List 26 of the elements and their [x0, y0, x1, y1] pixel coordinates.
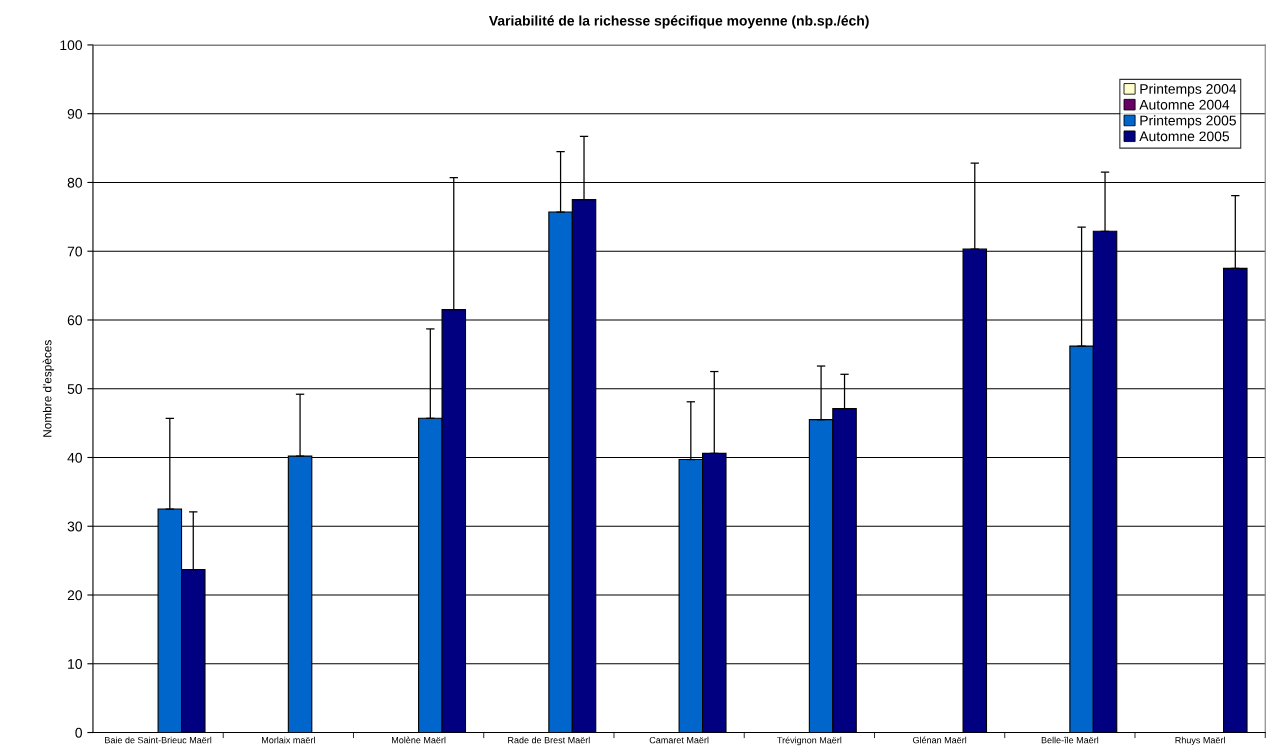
x-tick-label: Belle-île Maërl [1041, 736, 1099, 744]
chart-title: Variabilité de la richesse spécifique moyenne (nb.sp./éch) [488, 15, 869, 29]
y-tick-label: 40 [67, 452, 83, 463]
legend-label: Printemps 2004 [1140, 83, 1237, 97]
x-tick-label: Morlaix maërl [262, 736, 315, 744]
legend-label: Printemps 2005 [1140, 115, 1236, 129]
x-tick-label: Rade de Brest Maërl [508, 736, 590, 744]
x-tick-label: Molène Maërl [392, 736, 446, 744]
y-tick-label: 100 [60, 40, 83, 51]
x-tick-label: Trévignon Maërl [777, 736, 842, 746]
y-tick-label: 70 [67, 246, 83, 257]
x-tick-label: Camaret Maërl [649, 736, 709, 744]
y-tick-label: 10 [68, 659, 83, 669]
y-tick-label: 20 [67, 590, 83, 601]
y-tick-label: 80 [67, 177, 83, 188]
legend-label: Automne 2004 [1139, 99, 1230, 110]
x-tick-label: Baie de Saint-Brieuc Maërl [105, 736, 212, 744]
x-tick-label: Rhuys Maërl [1175, 736, 1225, 746]
y-tick-label: 0 [75, 727, 83, 738]
y-tick-label: 30 [67, 521, 83, 532]
legend-label: Automne 2005 [1139, 131, 1230, 142]
y-tick-label: 90 [67, 109, 83, 119]
y-tick-label: 60 [67, 315, 83, 326]
x-tick-label: Glénan Maërl [912, 736, 967, 744]
y-tick-label: 50 [67, 384, 83, 394]
y-axis-title: Nombre d'espèces [42, 340, 54, 437]
